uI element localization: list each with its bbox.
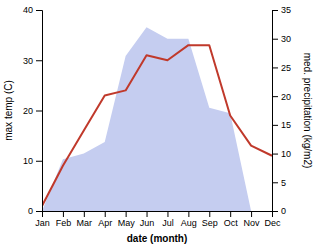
tick-label: Jan [35, 218, 50, 228]
tick-mark [63, 211, 64, 217]
tick-mark [251, 211, 252, 217]
tick: 20 [23, 106, 42, 116]
tick-mark [230, 211, 231, 217]
x-axis: Jan Feb Mar Apr May Jun Jul Aug Sep Oct NovDec [35, 211, 281, 228]
tick-label: 30 [281, 34, 291, 44]
tick: 30 [23, 56, 42, 66]
tick: Aug [181, 211, 197, 228]
tick: 10 [23, 156, 42, 166]
tick: 10 [272, 149, 291, 159]
tick-label: 25 [281, 63, 291, 73]
tick-mark [272, 67, 278, 68]
tick-label: Nov [244, 218, 261, 228]
tick-label: Feb [56, 218, 72, 228]
y2-axis-title: med. precipitation (kg/m2) [302, 53, 313, 169]
tick-label: 35 [281, 5, 291, 15]
tick-mark [272, 39, 278, 40]
tick-label: Mar [77, 218, 93, 228]
tick-mark [188, 211, 189, 217]
y-axis-title: max temp (C) [3, 80, 14, 141]
tick-label: 5 [281, 178, 286, 188]
tick-label: Jul [162, 218, 174, 228]
tick: 25 [272, 63, 291, 73]
tick-mark [147, 211, 148, 217]
marks [42, 27, 272, 211]
tick-label: Oct [224, 218, 239, 228]
tick-mark [36, 161, 42, 162]
tick-mark [105, 211, 106, 217]
line [42, 45, 272, 206]
area [42, 27, 272, 211]
tick-mark [272, 182, 278, 183]
tick-label: May [118, 218, 136, 228]
tick: 0 [28, 206, 42, 216]
tick: May [118, 211, 136, 228]
chart: JanFebMarAprMayJunJulAugSepOctNovDec0102… [0, 0, 318, 247]
tick-mark [272, 96, 278, 97]
tick-mark [167, 211, 168, 217]
tick: 40 [23, 5, 42, 15]
tick-label: 40 [23, 5, 33, 15]
tick: Jan [35, 211, 50, 228]
tick-label: 15 [281, 120, 291, 130]
tick-mark [272, 211, 278, 212]
tick-mark [209, 211, 210, 217]
x-axis-title: date (month) [127, 233, 188, 244]
tick-mark [272, 10, 278, 11]
tick-label: 20 [281, 92, 291, 102]
tick-mark [84, 211, 85, 217]
tick: Oct [224, 211, 239, 228]
tick-mark [36, 10, 42, 11]
tick-label: 10 [23, 156, 33, 166]
tick: Jul [162, 211, 174, 228]
tick-label: Jun [140, 218, 155, 228]
tick-label: 30 [23, 56, 33, 66]
tick: 20 [272, 92, 291, 102]
tick: Nov [244, 211, 261, 228]
plot: JanFebMarAprMayJunJulAugSepOctNovDec0102… [3, 5, 313, 244]
tick: Apr [98, 211, 112, 228]
y-axis: 0 10 20 30 40 [23, 5, 43, 216]
tick-mark [36, 60, 42, 61]
tick: 15 [272, 120, 291, 130]
tick: Feb [56, 211, 72, 228]
axis-line [36, 11, 43, 212]
axis-line [273, 11, 279, 212]
tick: 0 [272, 206, 286, 216]
tick-mark [272, 125, 278, 126]
tick-mark [272, 154, 278, 155]
y2-axis: 0 5 10 15 20 25 30 35 [272, 5, 291, 216]
tick-label: 0 [28, 206, 33, 216]
tick-mark [126, 211, 127, 217]
tick: 35 [272, 5, 291, 15]
tick: Jun [140, 211, 155, 228]
tick: Mar [77, 211, 93, 228]
tick-label: Aug [181, 218, 197, 228]
tick-label: Dec [264, 218, 281, 228]
tick-label: Sep [202, 218, 218, 228]
tick-label: 20 [23, 106, 33, 116]
tick: Dec [264, 211, 281, 228]
tick-mark [36, 111, 42, 112]
tick-label: 10 [281, 149, 291, 159]
tick: Sep [202, 211, 218, 228]
tick-mark [36, 211, 42, 212]
tick: 5 [272, 178, 286, 188]
tick-label: Apr [98, 218, 112, 228]
tick: 30 [272, 34, 291, 44]
axis-line [43, 212, 273, 218]
tick-label: 0 [281, 206, 286, 216]
